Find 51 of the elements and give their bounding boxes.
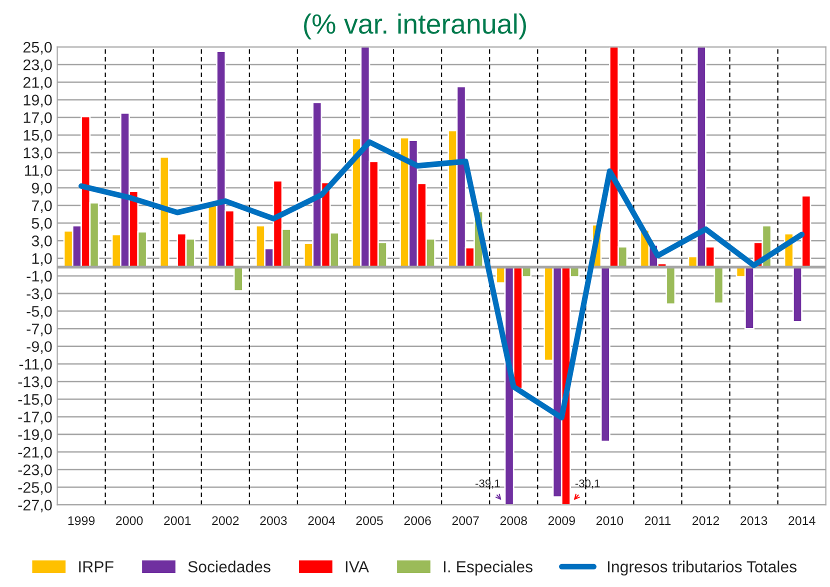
- x-tick-label: 2011: [644, 516, 671, 526]
- y-tick-label: -25,0: [18, 482, 52, 495]
- y-tick-label: 9,0: [32, 182, 52, 196]
- y-tick-label: -1,0: [26, 270, 52, 284]
- x-tick-label: 1999: [68, 516, 95, 526]
- y-tick-label: -13,0: [18, 376, 52, 390]
- y-tick-label: -7,0: [26, 324, 52, 336]
- x-tick-label: 2014: [788, 516, 816, 526]
- legend-label: Sociedades: [188, 560, 270, 572]
- y-tick-label: 11,0: [24, 165, 52, 178]
- x-tick-label: 2006: [404, 516, 431, 526]
- y-tick-label: -23,0: [18, 464, 52, 478]
- y-tick-label: 19,0: [24, 94, 52, 108]
- y-tick-label: 3,0: [32, 236, 52, 248]
- x-tick-label: 2003: [260, 516, 287, 526]
- x-tick-label: 2005: [356, 516, 383, 526]
- annotation: -39,1: [476, 479, 500, 489]
- y-tick-label: 25,0: [23, 42, 52, 54]
- y-tick-label: 1,0: [32, 253, 52, 266]
- y-tick-label: 17,0: [24, 112, 52, 125]
- legend-label: IVA: [346, 561, 369, 572]
- y-tick-label: -17,0: [18, 412, 52, 424]
- y-tick-label: -27,0: [18, 500, 52, 512]
- x-tick-label: 2008: [500, 516, 527, 526]
- x-tick-label: 2009: [548, 516, 575, 526]
- y-tick-label: 21,0: [23, 77, 52, 90]
- y-tick-label: 5,0: [32, 218, 52, 231]
- x-tick-label: 2012: [692, 516, 720, 526]
- x-tick-label: 2010: [596, 516, 624, 526]
- x-tick-label: 2001: [164, 516, 191, 526]
- legend-label: IRPF: [79, 561, 114, 572]
- y-tick-label: -21,0: [18, 446, 52, 460]
- x-tick-label: 2013: [740, 516, 768, 526]
- y-tick-label: -15,0: [18, 394, 52, 407]
- x-tick-label: 2002: [212, 516, 239, 526]
- y-tick-label: -3,0: [26, 288, 52, 301]
- legend-label: Ingresos tributarios Totales: [608, 560, 797, 576]
- y-tick-label: 7,0: [32, 200, 52, 213]
- annotation: -30,1: [575, 479, 600, 489]
- y-tick-label: -11,0: [19, 358, 52, 372]
- x-tick-label: 2000: [116, 516, 143, 526]
- chart-title: (% var. interanual): [304, 13, 526, 40]
- y-tick-label: 15,0: [24, 130, 52, 142]
- x-tick-label: 2004: [308, 516, 336, 526]
- x-tick-label: 2007: [452, 516, 479, 526]
- y-tick-label: 13,0: [24, 147, 52, 160]
- y-tick-label: 23,0: [23, 59, 52, 72]
- legend-label: I. Especiales: [444, 560, 532, 576]
- y-tick-label: -9,0: [26, 341, 52, 354]
- y-tick-label: -19,0: [18, 429, 52, 442]
- y-tick-label: -5,0: [26, 306, 52, 319]
